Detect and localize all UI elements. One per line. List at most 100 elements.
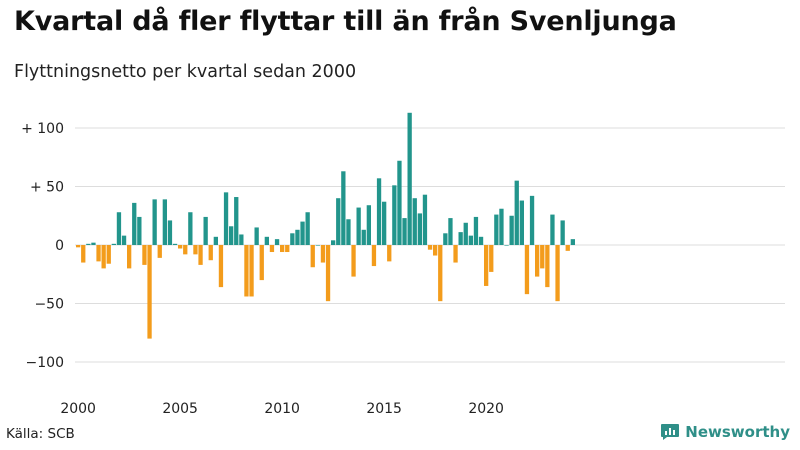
bar bbox=[550, 214, 555, 245]
bar bbox=[448, 218, 453, 245]
bar bbox=[127, 245, 132, 269]
bar bbox=[295, 229, 300, 245]
bar bbox=[81, 245, 86, 263]
y-tick-label: + 50 bbox=[30, 180, 64, 196]
bar bbox=[101, 245, 106, 269]
bar bbox=[504, 245, 509, 246]
x-tick-label: 2005 bbox=[162, 401, 198, 417]
bar bbox=[300, 221, 305, 245]
bar bbox=[167, 220, 173, 245]
bar bbox=[264, 236, 269, 245]
bar bbox=[193, 245, 198, 255]
bar bbox=[152, 199, 157, 245]
bar bbox=[285, 245, 290, 253]
bar bbox=[183, 245, 188, 255]
gridlines bbox=[75, 127, 785, 363]
bar bbox=[178, 245, 183, 249]
bar bbox=[494, 214, 499, 245]
bar bbox=[443, 233, 448, 245]
x-tick-label: 2010 bbox=[264, 401, 300, 417]
x-tick-label: 2015 bbox=[366, 401, 402, 417]
bar bbox=[121, 235, 127, 245]
bar bbox=[382, 201, 387, 245]
bar bbox=[376, 178, 382, 245]
bar bbox=[336, 198, 341, 245]
bar bbox=[305, 212, 310, 245]
source-note: Källa: SCB bbox=[6, 426, 75, 442]
bar bbox=[366, 205, 371, 245]
chart-title: Kvartal då fler flyttar till än från Sve… bbox=[14, 6, 677, 37]
bar bbox=[137, 216, 142, 245]
bar bbox=[229, 226, 234, 245]
y-tick-label: −50 bbox=[34, 297, 64, 313]
bar bbox=[269, 245, 275, 253]
bar bbox=[412, 198, 417, 245]
bar bbox=[86, 243, 91, 245]
bar bbox=[468, 235, 473, 245]
bar bbox=[239, 234, 244, 245]
bar bbox=[280, 245, 285, 253]
bar bbox=[397, 160, 402, 245]
x-tick-label: 2000 bbox=[60, 401, 96, 417]
bar bbox=[274, 239, 280, 245]
bar bbox=[535, 245, 540, 277]
bar bbox=[524, 245, 530, 295]
bar bbox=[254, 227, 259, 245]
bar bbox=[331, 240, 336, 245]
bar bbox=[371, 245, 377, 267]
bar bbox=[325, 245, 331, 302]
y-tick-label: −100 bbox=[26, 355, 64, 371]
bar bbox=[458, 232, 463, 245]
bar bbox=[519, 200, 524, 245]
brand-name: Newsworthy bbox=[685, 423, 790, 441]
bar bbox=[473, 216, 479, 245]
bar bbox=[509, 215, 514, 245]
bar bbox=[422, 194, 428, 245]
bar bbox=[529, 195, 535, 245]
bar bbox=[213, 236, 218, 245]
bar bbox=[463, 222, 468, 245]
bar bbox=[218, 245, 224, 288]
bar bbox=[484, 245, 489, 286]
bar bbox=[162, 199, 167, 245]
bar bbox=[234, 197, 239, 245]
bar bbox=[157, 245, 162, 258]
bar bbox=[142, 245, 147, 265]
bar bbox=[427, 245, 433, 250]
y-tick-label: 0 bbox=[55, 238, 64, 254]
bar bbox=[310, 245, 315, 268]
brand-logo: Newsworthy bbox=[660, 423, 790, 441]
bar bbox=[96, 245, 101, 262]
bar bbox=[560, 220, 565, 245]
bar bbox=[208, 245, 213, 261]
bar bbox=[91, 242, 96, 245]
bar bbox=[540, 245, 545, 269]
bar bbox=[407, 112, 412, 245]
bar bbox=[223, 192, 229, 245]
bar bbox=[198, 245, 203, 265]
bar bbox=[570, 239, 575, 245]
bar bbox=[341, 171, 346, 245]
bar bbox=[514, 180, 519, 245]
bar bbox=[565, 245, 570, 251]
bar bbox=[453, 245, 458, 263]
bar bbox=[351, 245, 356, 277]
bar bbox=[356, 207, 361, 245]
chart-subtitle: Flyttningsnetto per kvartal sedan 2000 bbox=[14, 62, 357, 82]
bar bbox=[478, 236, 484, 245]
bar bbox=[499, 208, 504, 245]
bar bbox=[106, 245, 111, 264]
bar bbox=[320, 245, 326, 263]
bar bbox=[555, 245, 560, 302]
bar bbox=[489, 245, 494, 272]
bar bbox=[249, 245, 254, 297]
bar bbox=[259, 245, 264, 281]
x-tick-label: 2020 bbox=[468, 401, 504, 417]
bar bbox=[172, 243, 178, 245]
bar bbox=[392, 185, 397, 245]
bar bbox=[346, 219, 351, 245]
bar bbox=[433, 245, 438, 256]
bar bbox=[417, 213, 422, 245]
bar bbox=[315, 245, 320, 246]
bar-chart: + 100 + 50 0 −50 −100 2000 2005 2010 2015 2020 bbox=[21, 112, 785, 417]
